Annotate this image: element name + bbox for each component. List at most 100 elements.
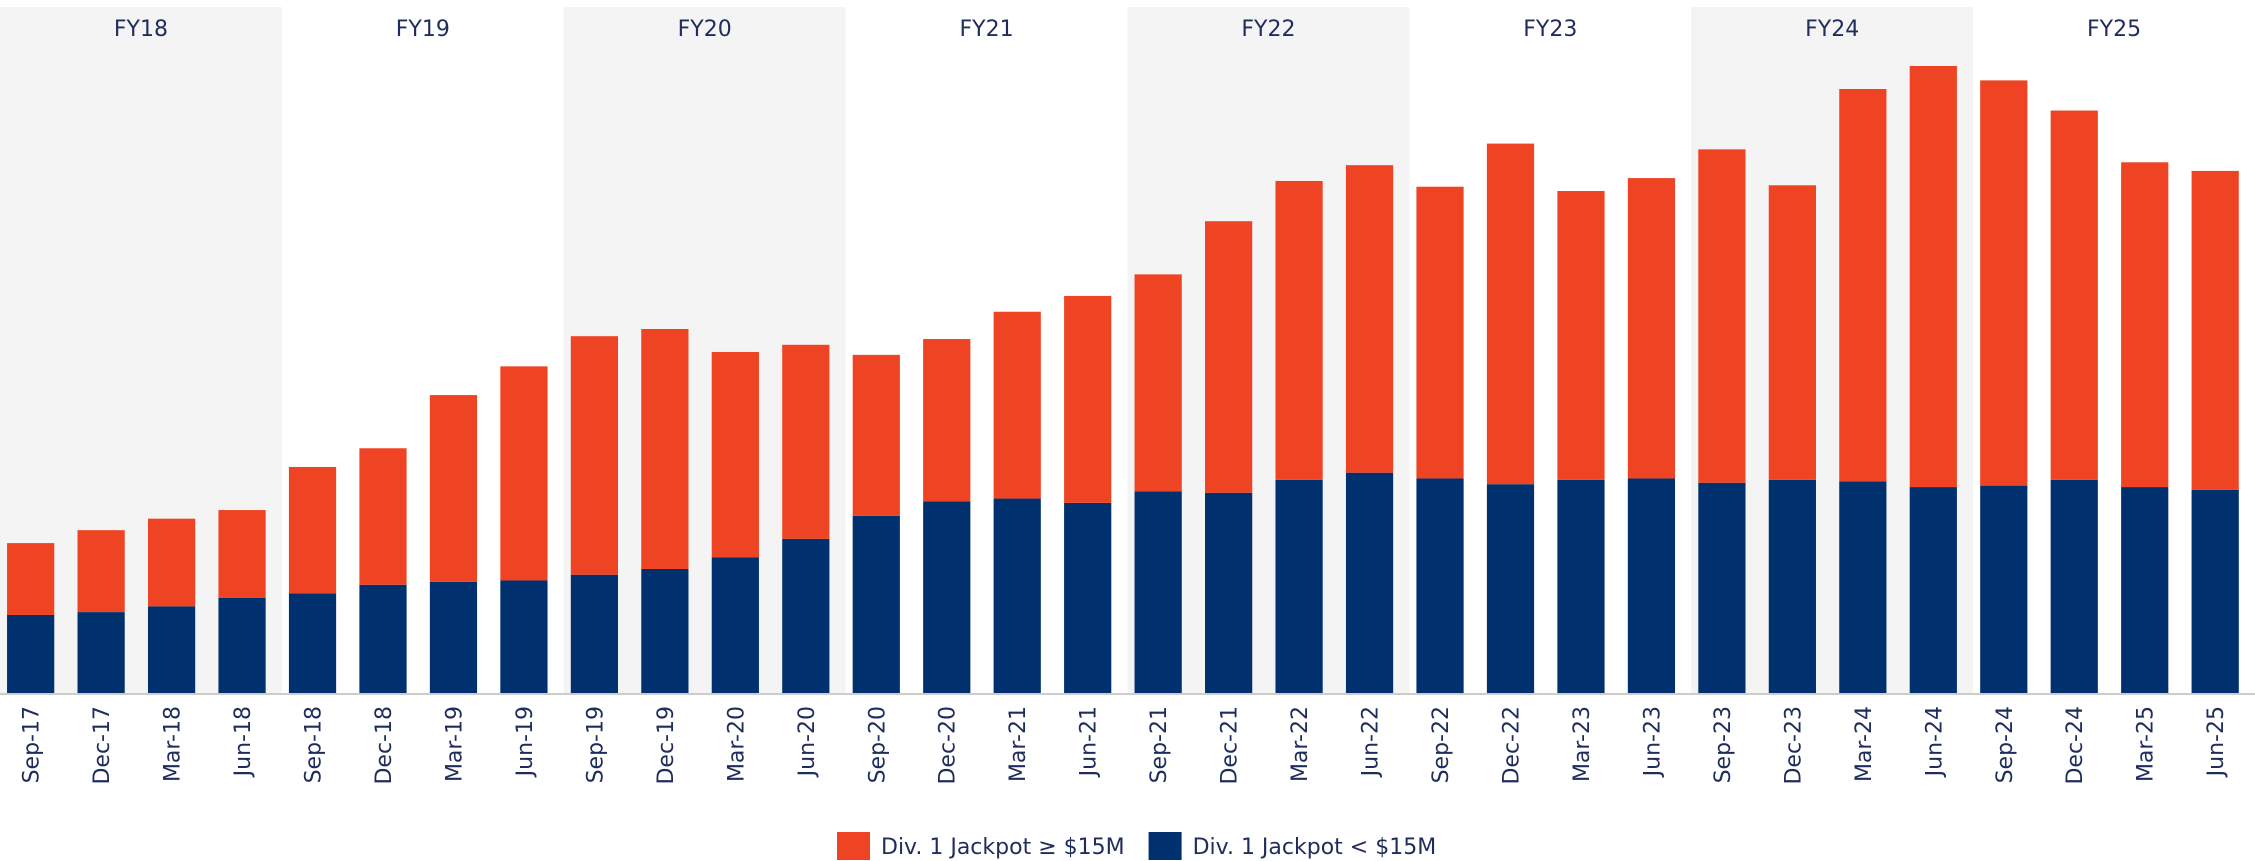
x-tick-label: Jun-21	[1077, 706, 1102, 778]
bar-segment	[1839, 88, 1887, 482]
x-tick-label: Sep-21	[1147, 706, 1172, 783]
x-tick-label: Jun-20	[795, 706, 820, 778]
bar-segment	[782, 538, 830, 694]
bar-segment	[1698, 482, 1746, 694]
x-tick-label: Sep-20	[865, 706, 890, 783]
bar-segment	[1345, 165, 1394, 473]
x-tick-label: Mar-23	[1570, 706, 1595, 782]
x-tick-label: Dec-20	[936, 706, 961, 785]
bar-segment	[2191, 170, 2239, 490]
bar-segment	[359, 584, 407, 694]
bar-segment	[1557, 191, 1605, 480]
bar-segment	[570, 574, 619, 694]
bar-segment	[1134, 491, 1182, 694]
legend-swatch	[1148, 832, 1182, 860]
fy-label: FY18	[114, 17, 168, 42]
bar-segment	[641, 568, 689, 694]
legend-label: Div. 1 Jackpot < $15M	[1193, 835, 1437, 860]
bar-segment	[782, 344, 830, 539]
bar-segment	[1557, 479, 1605, 694]
x-tick-label: Sep-22	[1429, 706, 1454, 783]
bar-segment	[77, 612, 125, 694]
x-tick-label: Mar-22	[1288, 706, 1313, 782]
x-tick-label: Dec-24	[2063, 706, 2088, 785]
bar-segment	[711, 557, 759, 694]
x-tick-label: Mar-19	[442, 706, 467, 782]
x-tick-label: Sep-23	[1711, 706, 1736, 783]
fy-label: FY20	[678, 17, 732, 42]
bar-segment	[2121, 487, 2169, 694]
x-tick-label: Dec-21	[1218, 706, 1243, 785]
x-tick-label: Mar-25	[2134, 706, 2159, 782]
bar-segment	[1416, 186, 1464, 479]
bar-segment	[218, 510, 266, 598]
bar-segment	[923, 501, 971, 694]
x-tick-label: Sep-18	[302, 706, 327, 783]
x-tick-label: Dec-23	[1781, 706, 1806, 785]
bar-segment	[570, 336, 619, 575]
x-tick-label: Mar-18	[161, 706, 186, 782]
bar-segment	[1064, 502, 1112, 694]
bar-segment	[359, 448, 407, 585]
bar-segment	[1627, 478, 1676, 694]
bar-segment	[1486, 484, 1535, 694]
bar-segment	[500, 366, 548, 581]
x-tick-label: Jun-22	[1359, 706, 1384, 778]
x-tick-label: Mar-20	[724, 706, 749, 782]
bar-segment	[852, 354, 900, 516]
fy-label: FY22	[1241, 17, 1295, 42]
bar-segment	[7, 543, 55, 615]
bar-segment	[147, 606, 196, 694]
bar-segment	[923, 339, 971, 502]
fy-label: FY19	[396, 17, 450, 42]
x-tick-label: Jun-23	[1640, 706, 1665, 778]
bar-segment	[1768, 185, 1816, 480]
x-tick-label: Jun-18	[231, 706, 256, 778]
bar-segment	[1064, 295, 1112, 503]
bar-segment	[77, 530, 125, 613]
bar-segment	[429, 581, 478, 694]
bar-segment	[993, 311, 1041, 499]
x-tick-label: Mar-24	[1852, 706, 1877, 782]
bar-segment	[1627, 178, 1676, 479]
x-tick-label: Dec-22	[1499, 706, 1524, 785]
legend-label: Div. 1 Jackpot ≥ $15M	[881, 835, 1125, 860]
bar-segment	[1909, 66, 1957, 488]
bar-segment	[1134, 274, 1182, 492]
bar-segment	[641, 328, 689, 569]
fy-label: FY25	[2087, 17, 2141, 42]
bar-segment	[1839, 481, 1887, 694]
x-tick-label: Jun-19	[513, 706, 538, 778]
bar-segment	[1205, 221, 1253, 493]
bar-segment	[1416, 478, 1464, 694]
legend-swatch	[837, 832, 870, 860]
bar-segment	[1698, 149, 1746, 483]
x-tick-label: Jun-24	[1922, 706, 1947, 778]
bar-segment	[1980, 485, 2028, 694]
fy-label: FY24	[1805, 17, 1859, 42]
bar-segment	[711, 351, 759, 558]
x-tick-label: Dec-19	[654, 706, 679, 785]
bar-segment	[147, 518, 196, 607]
bar-segment	[2191, 489, 2239, 694]
x-tick-label: Sep-17	[20, 706, 45, 783]
fy-label: FY21	[960, 17, 1014, 42]
bar-segment	[1275, 479, 1323, 694]
bar-segment	[288, 593, 337, 694]
bar-segment	[500, 580, 548, 694]
x-tick-label: Jun-25	[2204, 706, 2229, 778]
bar-segment	[429, 395, 478, 582]
bar-segment	[218, 597, 266, 694]
bar-segment	[2050, 110, 2098, 480]
bar-segment	[1909, 487, 1957, 694]
bar-segment	[1345, 472, 1394, 694]
bar-segment	[1980, 80, 2028, 486]
fy-label: FY23	[1523, 17, 1577, 42]
bar-segment	[288, 466, 337, 594]
bar-segment	[7, 614, 55, 694]
x-tick-label: Mar-21	[1006, 706, 1031, 782]
x-tick-label: Sep-19	[583, 706, 608, 783]
bar-segment	[1768, 479, 1816, 694]
bar-segment	[852, 515, 900, 694]
